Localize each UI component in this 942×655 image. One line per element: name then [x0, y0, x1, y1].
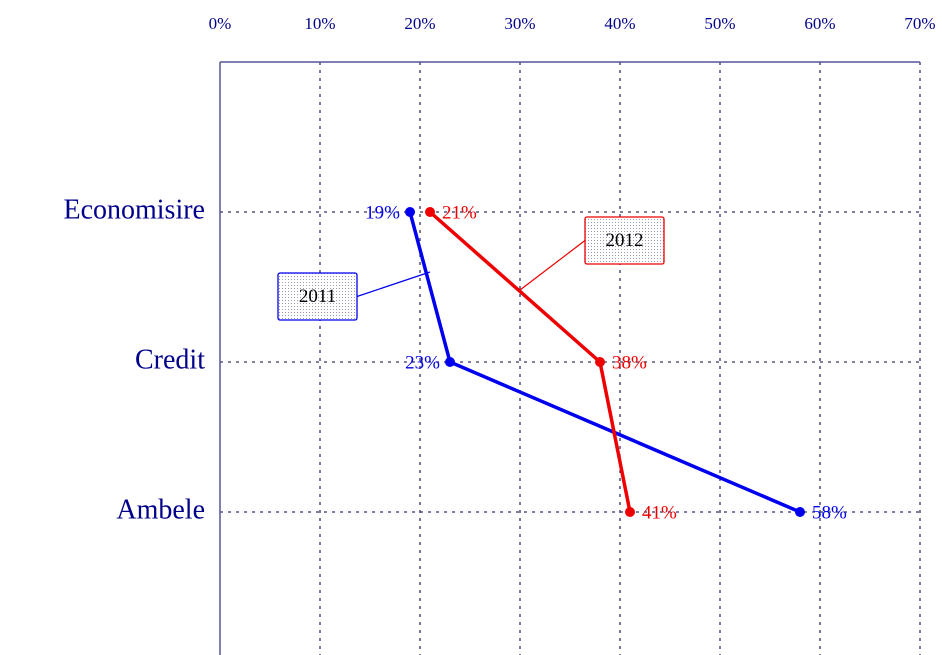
- y-tick-label: Economisire: [63, 194, 205, 225]
- legend-box: [584, 216, 665, 265]
- legend-box: [277, 272, 358, 321]
- point: [625, 507, 635, 517]
- x-tick-label: 70%: [904, 14, 935, 33]
- point: [795, 507, 805, 517]
- data-label: 19%: [365, 202, 400, 223]
- x-tick-label: 60%: [804, 14, 835, 33]
- point: [445, 357, 455, 367]
- x-tick-label: 40%: [604, 14, 635, 33]
- data-label: 23%: [405, 352, 440, 373]
- legend-leader: [519, 240, 586, 291]
- data-label: 58%: [812, 502, 847, 523]
- legend-label: 2011: [299, 286, 336, 307]
- x-tick-label: 0%: [209, 14, 232, 33]
- point: [595, 357, 605, 367]
- x-tick-label: 20%: [404, 14, 435, 33]
- data-label: 41%: [642, 502, 677, 523]
- point: [405, 207, 415, 217]
- y-tick-label: Ambele: [116, 494, 205, 525]
- data-label: 38%: [612, 352, 647, 373]
- y-tick-label: Credit: [135, 344, 205, 375]
- point: [425, 207, 435, 217]
- legend-label: 2012: [606, 230, 644, 251]
- legend-leader: [356, 271, 431, 298]
- x-tick-label: 50%: [704, 14, 735, 33]
- x-tick-label: 30%: [504, 14, 535, 33]
- data-label: 21%: [442, 202, 477, 223]
- x-tick-label: 10%: [304, 14, 335, 33]
